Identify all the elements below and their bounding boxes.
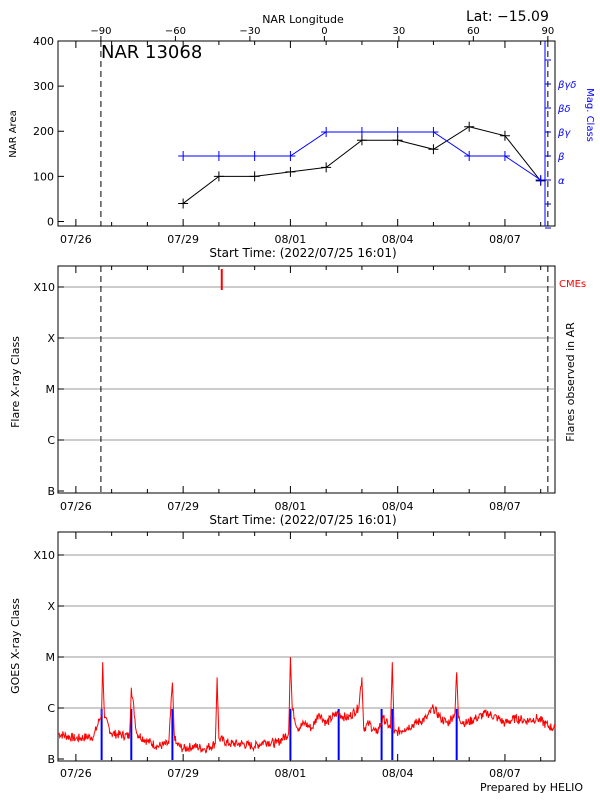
area-panel-frame — [57, 40, 556, 227]
mag-class-y-label: Mag. Class — [584, 88, 595, 142]
mag-class-point — [213, 151, 224, 161]
mag-class-point — [499, 151, 510, 161]
footer-credit: Prepared by HELIO — [480, 781, 583, 794]
mag-class-point — [285, 151, 296, 161]
longitude-axis-title: NAR Longitude — [262, 13, 344, 26]
mag-class-point — [249, 151, 260, 161]
flare-x-ticks: 07/26 07/29 08/01 08/04 08/07 — [60, 266, 542, 513]
area-limb-lines — [100, 41, 549, 226]
goes-y-tick-label: X — [47, 600, 55, 613]
nar-title: NAR 13068 — [101, 42, 202, 63]
goes-y-label: GOES X-ray Class — [9, 598, 22, 694]
goes-x-ticks: 07/26 07/29 08/01 08/04 08/07 — [60, 532, 542, 780]
goes-panel: B C M X X10 07/26 07/29 08/01 08/04 08/07 GOES X… — [9, 531, 583, 794]
x-tick-label: 08/01 — [275, 500, 307, 513]
area-y-tick-label: 100 — [33, 170, 54, 183]
mag-class-point — [321, 127, 332, 137]
x-tick-label: 07/26 — [60, 500, 92, 513]
area-y-tick-label: 0 — [47, 215, 54, 228]
longitude-tick-label: 0 — [321, 26, 327, 37]
goes-y-tick-label: X10 — [33, 549, 55, 562]
longitude-tick-label: 60 — [467, 26, 480, 37]
goes-panel-frame — [57, 531, 556, 762]
area-point — [321, 162, 332, 173]
flare-y-tick-label: C — [47, 434, 55, 447]
area-y-tick-label: 400 — [33, 35, 54, 48]
flare-limb-lines — [100, 266, 549, 493]
area-y-tick-label: 200 — [33, 125, 54, 138]
goes-y-tick-label: C — [47, 702, 55, 715]
goes-flux-line — [57, 656, 556, 754]
longitude-tick-label: −90 — [90, 26, 111, 37]
x-tick-label: 07/26 — [60, 767, 92, 780]
mag-class-point — [356, 127, 367, 137]
longitude-tick-label: 90 — [541, 26, 554, 37]
x-tick-label: 08/01 — [275, 767, 307, 780]
mag-class-tick-label: α — [558, 176, 565, 187]
mag-class-point — [428, 127, 439, 137]
longitude-tick-label: −60 — [165, 26, 186, 37]
mag-class-tick-label: βγδ — [557, 80, 576, 91]
longitude-ticks: −90 −60 −30 0 30 60 90 — [90, 26, 554, 41]
goes-y-tick-label: M — [46, 651, 56, 664]
flare-class-gridlines: B C M X X10 — [33, 281, 555, 498]
area-point — [464, 121, 475, 132]
area-point — [499, 130, 510, 141]
flare-y-tick-label: X10 — [33, 281, 55, 294]
x-tick-label: 07/29 — [167, 233, 199, 246]
x-tick-label: 07/29 — [167, 767, 199, 780]
mag-class-point — [392, 127, 403, 137]
mag-class-point — [535, 175, 546, 185]
area-point — [178, 198, 189, 209]
goes-flux-series — [57, 656, 556, 754]
x-tick-label: 08/01 — [275, 233, 307, 246]
area-x-label: Start Time: (2022/07/25 16:01) — [209, 246, 396, 260]
flare-x-label: Start Time: (2022/07/25 16:01) — [209, 513, 396, 527]
x-tick-label: 08/07 — [489, 767, 521, 780]
cme-legend: CMEs — [559, 279, 586, 290]
mag-class-ticks: α β βγ βδ βγδ — [545, 59, 576, 229]
longitude-tick-label: 30 — [393, 26, 406, 37]
area-y-tick-label: 300 — [33, 80, 54, 93]
flares-observed-label: Flares observed in AR — [564, 322, 577, 442]
area-point — [285, 166, 296, 177]
area-x-ticks: 07/26 07/29 08/01 08/04 08/07 — [60, 41, 542, 246]
x-tick-label: 07/26 — [60, 233, 92, 246]
x-tick-label: 07/29 — [167, 500, 199, 513]
goes-class-gridlines: B C M X X10 — [33, 549, 555, 766]
flare-y-tick-label: B — [47, 485, 55, 498]
x-tick-label: 08/07 — [489, 233, 521, 246]
mag-class-tick-label: β — [557, 152, 565, 163]
x-tick-label: 08/04 — [382, 767, 414, 780]
area-point — [249, 171, 260, 182]
area-y-label: NAR Area — [8, 110, 19, 157]
area-series — [178, 121, 546, 209]
flare-y-tick-label: X — [47, 332, 55, 345]
flare-y-label: Flare X-ray Class — [9, 336, 22, 428]
latitude-label: Lat: −15.09 — [466, 9, 549, 25]
mag-class-point — [178, 151, 189, 161]
area-panel: Lat: −15.09 NAR Longitude −90 −60 −30 0 30 60… — [8, 9, 595, 260]
goes-event-markers — [100, 709, 458, 760]
mag-class-series — [178, 127, 546, 185]
x-tick-label: 08/04 — [382, 233, 414, 246]
area-point — [428, 144, 439, 155]
x-tick-label: 08/04 — [382, 500, 414, 513]
mag-class-point — [464, 151, 475, 161]
flare-panel-frame — [57, 265, 556, 494]
x-tick-label: 08/07 — [489, 500, 521, 513]
flare-panel: B C M X X10 07/26 07/29 08/01 08/04 08/07 CMEs F… — [9, 265, 586, 527]
area-y-ticks: 0 100 200 300 400 — [33, 35, 64, 228]
goes-y-tick-label: B — [47, 753, 55, 766]
mag-class-tick-label: βδ — [557, 104, 571, 115]
longitude-tick-label: −30 — [239, 26, 260, 37]
mag-class-tick-label: βγ — [557, 128, 571, 139]
flare-y-tick-label: M — [46, 383, 56, 396]
area-point — [213, 171, 224, 182]
